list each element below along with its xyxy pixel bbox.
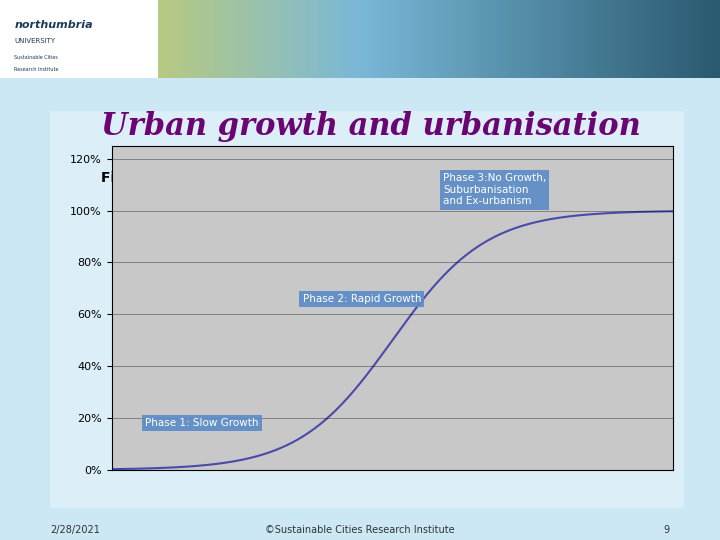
FancyBboxPatch shape xyxy=(0,0,158,78)
Text: ©Sustainable Cities Research Institute: ©Sustainable Cities Research Institute xyxy=(265,525,455,535)
Text: Urban growth and urbanisation: Urban growth and urbanisation xyxy=(101,111,641,141)
Text: northumbria: northumbria xyxy=(14,19,93,30)
Text: Phase 3:No Growth,
Suburbanisation
and Ex-urbanism: Phase 3:No Growth, Suburbanisation and E… xyxy=(443,173,546,206)
Text: Sustainable Cities: Sustainable Cities xyxy=(14,55,58,60)
Text: 9: 9 xyxy=(663,525,670,535)
Text: Figure 2:  The Phases of Urbanisation: Figure 2: The Phases of Urbanisation xyxy=(101,171,396,185)
FancyBboxPatch shape xyxy=(50,111,684,508)
Text: 2/28/2021: 2/28/2021 xyxy=(50,525,100,535)
Text: Phase 2: Rapid Growth: Phase 2: Rapid Growth xyxy=(302,294,421,303)
Text: Phase 1: Slow Growth: Phase 1: Slow Growth xyxy=(145,418,258,428)
Text: Research Institute: Research Institute xyxy=(14,66,59,72)
Text: UNIVERSITY: UNIVERSITY xyxy=(14,38,55,44)
